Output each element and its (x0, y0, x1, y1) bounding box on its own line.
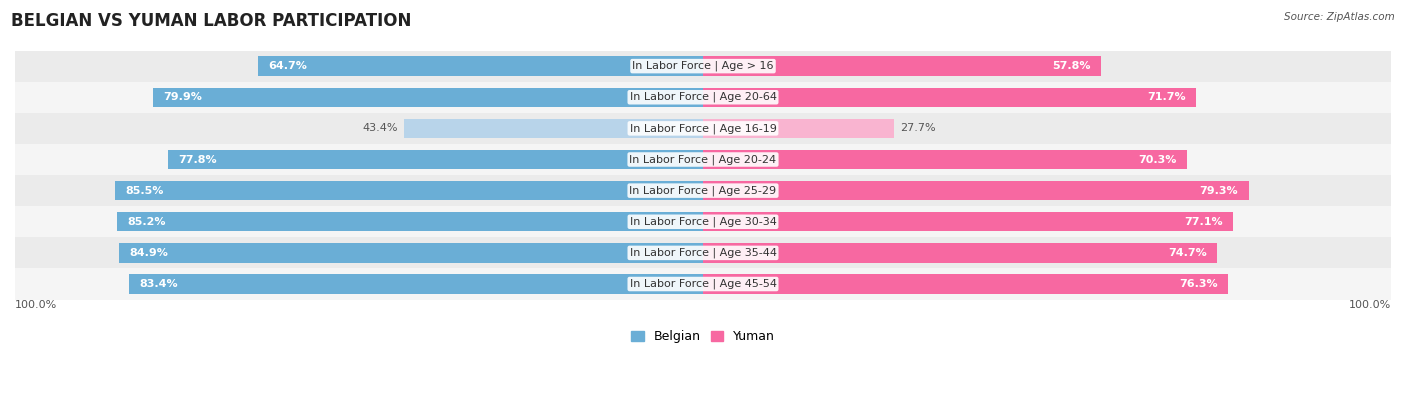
Text: 100.0%: 100.0% (1348, 299, 1391, 310)
Text: In Labor Force | Age 35-44: In Labor Force | Age 35-44 (630, 248, 776, 258)
Bar (703, 212, 1233, 231)
Bar (703, 119, 894, 138)
Text: 74.7%: 74.7% (1168, 248, 1206, 258)
Bar (15, 237, 1391, 269)
Text: In Labor Force | Age 45-54: In Labor Force | Age 45-54 (630, 279, 776, 289)
Text: 77.1%: 77.1% (1184, 217, 1223, 227)
Text: 27.7%: 27.7% (900, 123, 936, 134)
Legend: Belgian, Yuman: Belgian, Yuman (626, 325, 780, 348)
Bar (15, 269, 1391, 299)
Bar (115, 181, 703, 200)
Text: 64.7%: 64.7% (269, 61, 307, 71)
Bar (703, 88, 1197, 107)
Bar (15, 144, 1391, 175)
Text: 76.3%: 76.3% (1180, 279, 1218, 289)
Text: In Labor Force | Age 30-34: In Labor Force | Age 30-34 (630, 216, 776, 227)
Bar (703, 150, 1187, 169)
Bar (153, 88, 703, 107)
Bar (15, 113, 1391, 144)
Bar (15, 206, 1391, 237)
Bar (129, 275, 703, 293)
Bar (703, 243, 1218, 263)
Bar (703, 275, 1227, 293)
Text: BELGIAN VS YUMAN LABOR PARTICIPATION: BELGIAN VS YUMAN LABOR PARTICIPATION (11, 12, 412, 30)
Bar (703, 56, 1101, 76)
Text: 84.9%: 84.9% (129, 248, 169, 258)
Text: In Labor Force | Age > 16: In Labor Force | Age > 16 (633, 61, 773, 71)
Text: 79.9%: 79.9% (163, 92, 202, 102)
Text: In Labor Force | Age 25-29: In Labor Force | Age 25-29 (630, 185, 776, 196)
Bar (120, 243, 703, 263)
Text: 71.7%: 71.7% (1147, 92, 1187, 102)
Text: In Labor Force | Age 20-24: In Labor Force | Age 20-24 (630, 154, 776, 165)
Text: In Labor Force | Age 16-19: In Labor Force | Age 16-19 (630, 123, 776, 134)
Text: 57.8%: 57.8% (1052, 61, 1090, 71)
Text: Source: ZipAtlas.com: Source: ZipAtlas.com (1284, 12, 1395, 22)
Bar (15, 51, 1391, 82)
Bar (703, 181, 1249, 200)
Text: 79.3%: 79.3% (1199, 186, 1239, 196)
Text: 77.8%: 77.8% (179, 154, 217, 164)
Bar (15, 82, 1391, 113)
Bar (15, 175, 1391, 206)
Text: 43.4%: 43.4% (361, 123, 398, 134)
Text: 85.5%: 85.5% (125, 186, 163, 196)
Text: 70.3%: 70.3% (1137, 154, 1177, 164)
Text: In Labor Force | Age 20-64: In Labor Force | Age 20-64 (630, 92, 776, 102)
Bar (167, 150, 703, 169)
Bar (257, 56, 703, 76)
Text: 100.0%: 100.0% (15, 299, 58, 310)
Bar (117, 212, 703, 231)
Text: 83.4%: 83.4% (139, 279, 179, 289)
Bar (405, 119, 703, 138)
Text: 85.2%: 85.2% (127, 217, 166, 227)
